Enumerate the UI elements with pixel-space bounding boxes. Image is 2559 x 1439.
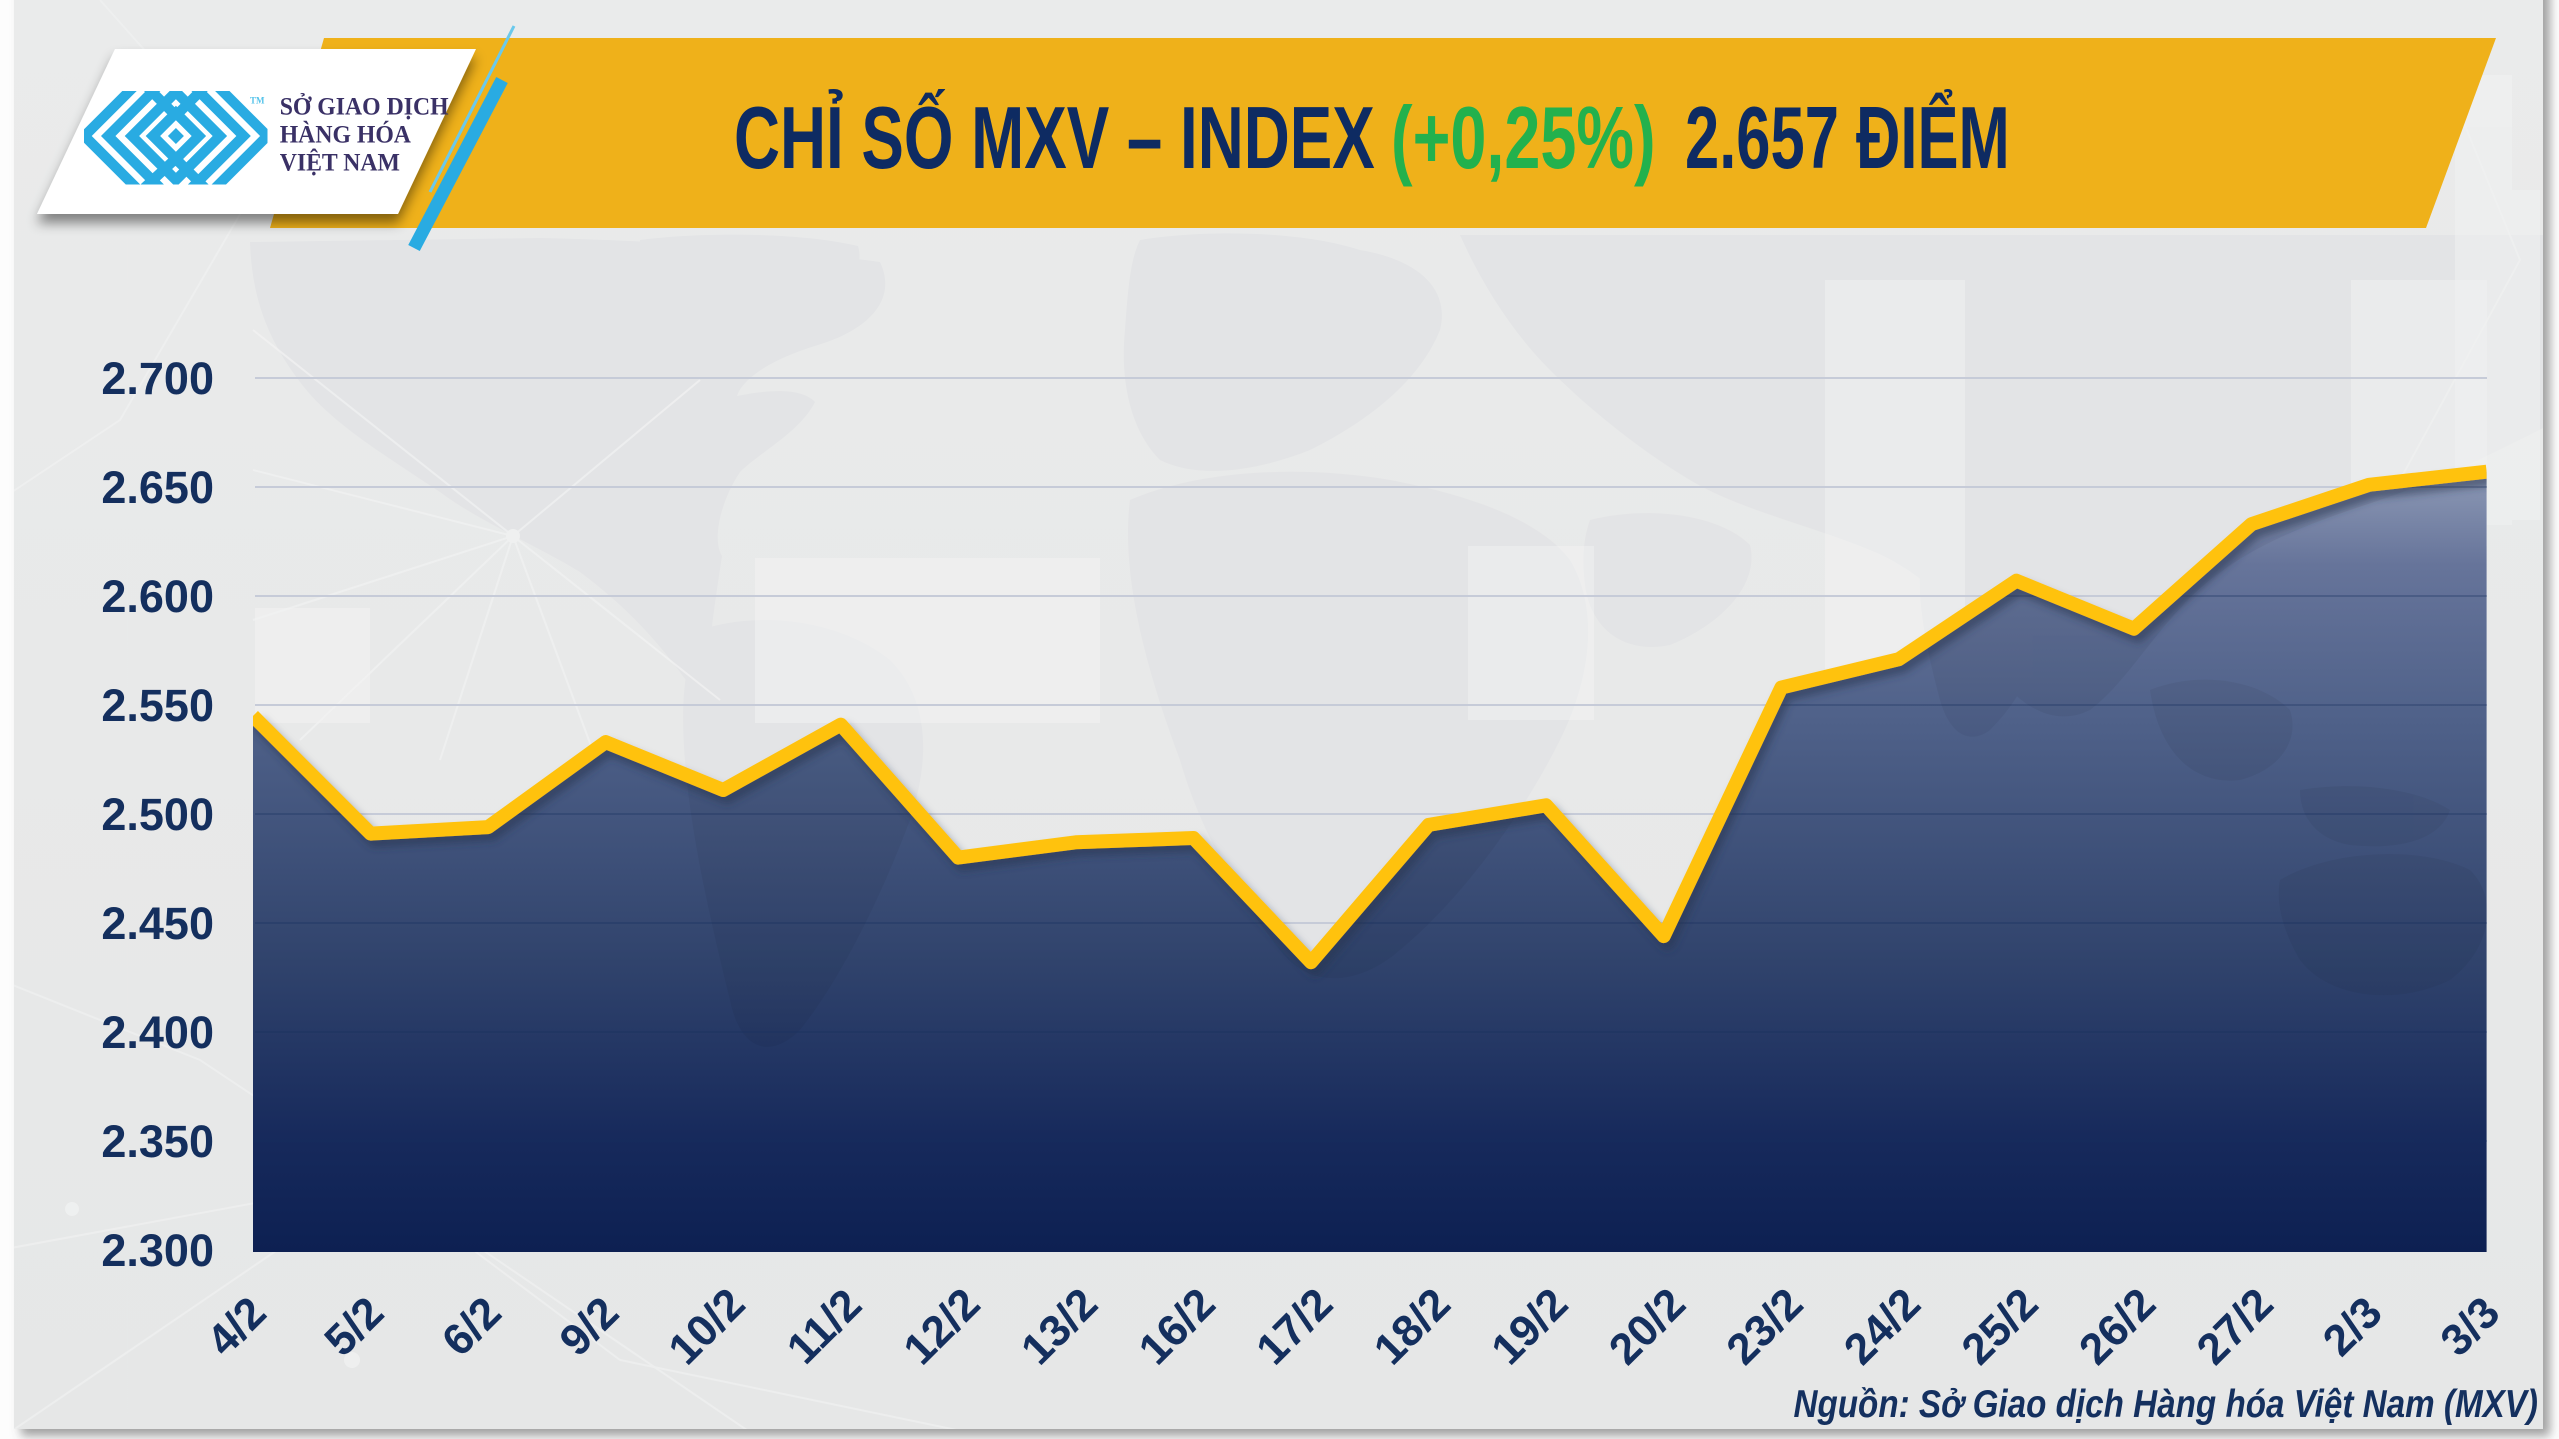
svg-text:2.400: 2.400 <box>101 1007 214 1058</box>
svg-text:Nguồn: Sở Giao dịch Hàng hóa V: Nguồn: Sở Giao dịch Hàng hóa Việt Nam (M… <box>1793 1381 2538 1425</box>
svg-text:SỞ GIAO DỊCH: SỞ GIAO DỊCH <box>280 92 449 121</box>
svg-text:2.650: 2.650 <box>101 462 214 513</box>
svg-text:HÀNG HÓA: HÀNG HÓA <box>280 120 412 149</box>
svg-text:VIỆT NAM: VIỆT NAM <box>280 148 400 177</box>
svg-text:2.300: 2.300 <box>101 1225 214 1276</box>
svg-text:CHỈ SỐ MXV – INDEX: CHỈ SỐ MXV – INDEX <box>734 89 1375 188</box>
svg-text:2.350: 2.350 <box>101 1116 214 1167</box>
svg-text:2.500: 2.500 <box>101 789 214 840</box>
svg-text:(+0,25%): (+0,25%) <box>1391 89 1656 187</box>
svg-text:2.600: 2.600 <box>101 571 214 622</box>
svg-text:2.657 ĐIỂM: 2.657 ĐIỂM <box>1685 89 2010 188</box>
svg-text:2.550: 2.550 <box>101 680 214 731</box>
svg-text:2.450: 2.450 <box>101 898 214 949</box>
svg-text:2.700: 2.700 <box>101 353 214 404</box>
svg-text:TM: TM <box>250 96 265 106</box>
